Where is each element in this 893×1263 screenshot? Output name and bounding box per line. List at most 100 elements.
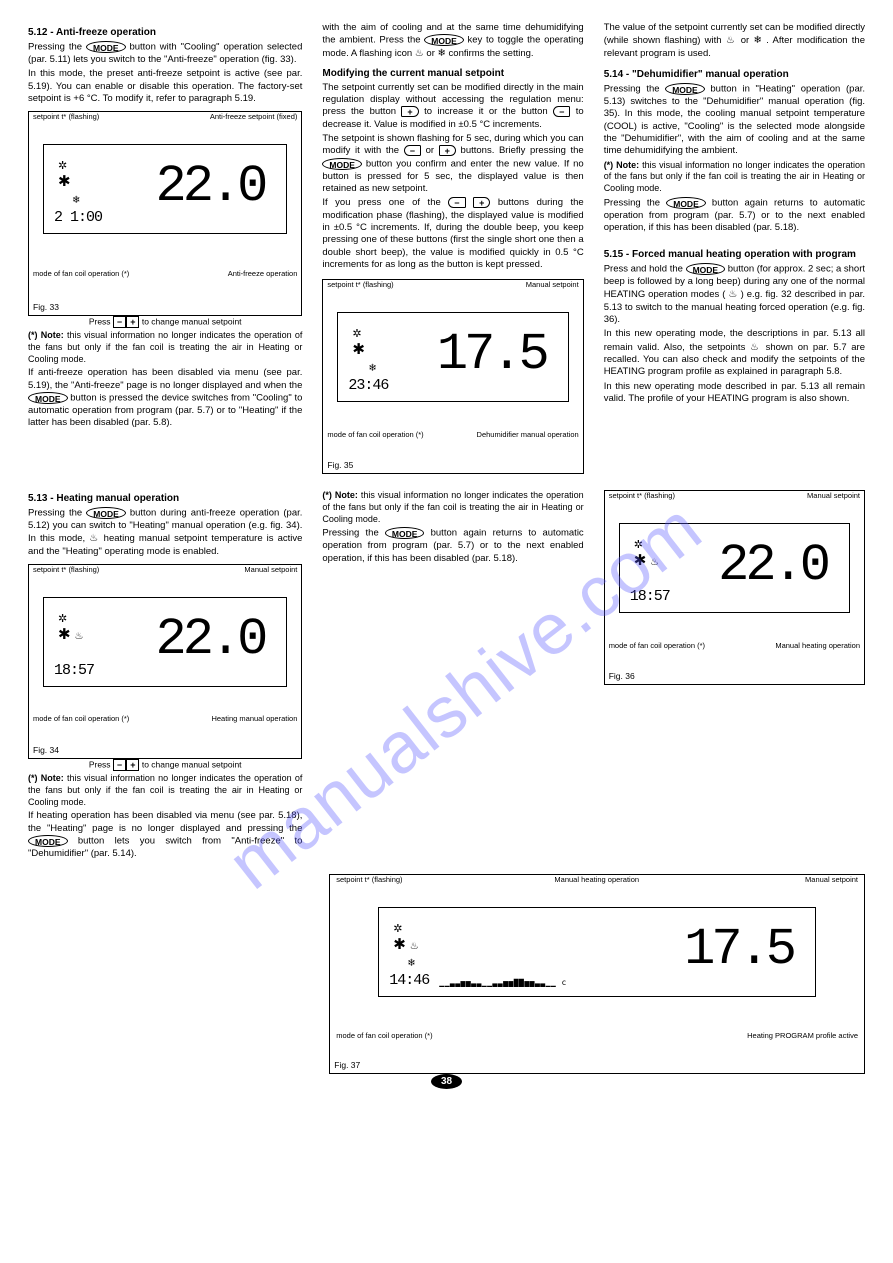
lcd-33-value: 22.0 [156,153,265,221]
col-mid-row2: (*) Note: this visual information no lon… [322,486,583,862]
fig-34-label: Fig. 34 [33,745,59,756]
lcd-34-icons [58,608,83,644]
minus-button-icon: − [113,316,126,328]
note-5-13: (*) Note: this visual information no lon… [28,773,302,808]
row-1: 5.12 - Anti-freeze operation Pressing th… [28,20,865,480]
fan-icon [58,174,80,189]
snowflake-icon-2 [438,48,446,59]
fan-flame-row-37 [393,937,418,952]
p-modify-2: The setpoint is shown flashing for 5 sec… [322,133,583,195]
flame-icon [415,48,424,59]
snowflake-icon-37 [407,954,418,969]
note-5-12: (*) Note: this visual information no lon… [28,330,302,365]
note-5-14-mid: (*) Note: this visual information no lon… [322,490,583,525]
fig-35: setpoint t* (flashing) Manual setpoint m… [322,279,583,474]
minus-button-icon-5: − [113,759,126,771]
lcd-36-clock: 18:57 [630,587,670,607]
sun-icon-34 [58,610,83,625]
ann-34-mode: mode of fan coil operation (*) [33,714,129,724]
minus-button-icon-3: − [404,145,421,156]
col-wide-row3: setpoint t* (flashing) Manual heating op… [329,868,865,1080]
ann-34-setpoint: setpoint t* (flashing) [33,565,99,575]
p-5-15-3: In this new operating mode described in … [604,381,865,406]
ann-mode: mode of fan coil operation (*) [33,269,129,279]
heading-5-12: 5.12 - Anti-freeze operation [28,26,302,39]
fan-icon-34 [58,626,71,642]
lcd-35: 17.5 23:46 [337,312,568,402]
col-left-row3 [28,868,309,1080]
flame-icon-513 [89,533,99,544]
p-modify-pre: with the aim of cooling and at the same … [322,22,583,61]
mode-button-ref-2: MODE [28,392,68,404]
flame-icon-515b [750,342,761,353]
lcd-37-clock: 14:46 [389,971,429,991]
lcd-36: 22.0 18:57 [619,523,850,613]
lcd-36-icons [634,534,659,570]
lcd-34: 22.0 18:57 [43,597,287,687]
fan-icon-37 [393,936,406,952]
fan-icon-35 [352,342,376,357]
heading-5-14: 5.14 - "Dehumidifier" manual operation [604,68,865,81]
ann-37-mode: mode of fan coil operation (*) [336,1031,432,1041]
flame-icon-36 [650,552,659,568]
lcd-35-clock: 23:46 [348,376,388,396]
flame-icon-r [726,35,737,46]
page-number-badge: 38 [431,1074,462,1089]
ann-34-manual: Manual setpoint [244,565,297,575]
minus-button-icon-4: − [448,197,465,208]
lcd-33-clock: 2 1:00 [54,208,102,228]
flame-icon-34 [74,626,83,642]
lcd-34-value: 22.0 [156,606,265,674]
plus-button-icon-5: + [126,759,139,771]
row-2: 5.13 - Heating manual operation Pressing… [28,486,865,862]
ann-35-manual: Manual setpoint [526,280,579,290]
sec-5-13: 5.13 - Heating manual operation Pressing… [28,486,302,862]
plus-button-icon-4: + [473,197,490,208]
p-5-14-1: Pressing the MODE button in "Heating" op… [604,83,865,158]
fig-33: setpoint t* (flashing) Anti-freeze setpo… [28,111,302,316]
mode-button-ref-9: MODE [385,527,425,539]
lcd-37-profile: ▁▁▃▃▅▅▃▃▁▁▃▃▅▅▇▇▅▅▃▃▁▁ c [439,978,567,988]
sun-icon-36 [634,536,659,551]
mode-button-ref-3: MODE [322,158,362,170]
p-5-13-1: Pressing the MODE button during anti-fre… [28,507,302,558]
fig-35-label: Fig. 35 [327,460,353,471]
sun-icon-35 [352,325,376,340]
col-right-row2: setpoint t* (flashing) Manual setpoint m… [604,486,865,862]
lcd-37-value: 17.5 [684,916,793,984]
plus-button-icon-3: + [439,145,456,156]
mode-button-ref: MODE [86,41,126,53]
page-root: manualshive.com 5.12 - Anti-freeze opera… [28,20,865,1080]
p-5-15-1: Press and hold the MODE button (for appr… [604,263,865,326]
p-modify-1: The setpoint currently set can be modifi… [322,82,583,131]
fig-34-caption: Press −+ to change manual setpoint [28,759,302,771]
mode-button-ref-6: MODE [686,263,726,275]
ann-setpoint2: Anti-freeze setpoint (fixed) [210,112,298,122]
ann-34-heating: Heating manual operation [211,714,297,724]
fan-flame-row-36 [634,553,659,568]
fig-37: setpoint t* (flashing) Manual heating op… [329,874,865,1074]
ann-37-heating: Manual heating operation [554,875,639,885]
ann-setpoint: setpoint t* (flashing) [33,112,99,122]
p-5-12-2: In this mode, the preset anti-freeze set… [28,68,302,105]
snowflake-icon-35 [368,359,376,374]
lcd-34-clock: 18:57 [54,661,94,681]
snowflake-icon-r [753,35,761,46]
ann-35-dehum: Dehumidifier manual operation [477,430,579,440]
lcd-33: 22.0 2 1:00 [43,144,287,234]
ann-37-manual: Manual setpoint [805,875,858,885]
ann-36-setpoint: setpoint t* (flashing) [609,491,675,501]
heading-5-13: 5.13 - Heating manual operation [28,492,302,505]
mode-button-ref-8: MODE [28,835,68,847]
lcd-36-value: 22.0 [718,532,827,600]
p-5-14-tail: Pressing the MODE button again returns t… [604,197,865,235]
mode-button-ref-4: MODE [665,83,705,95]
lcd-37-icons [393,918,418,971]
sun-icon [58,157,80,172]
p-5-13-2: If heating operation has been disabled v… [28,810,302,860]
page-number: 38 [28,1075,865,1088]
mode-button-ref-m: MODE [424,34,464,46]
flame-icon-37 [410,936,419,952]
fig-33-caption: Press −+ to change manual setpoint [28,316,302,328]
lcd-35-value: 17.5 [437,321,546,389]
